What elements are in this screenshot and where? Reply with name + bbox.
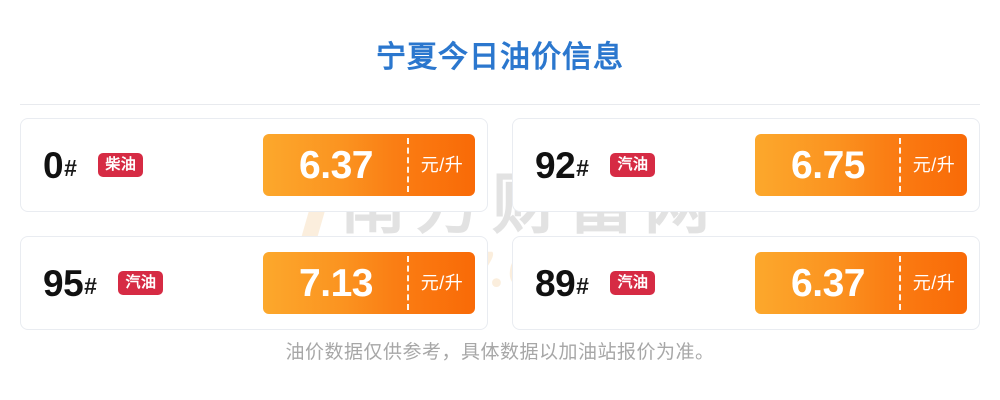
fuel-grade-number: 89 (535, 262, 576, 304)
price-card[interactable]: 0# 柴油 6.37 元/升 (20, 118, 488, 212)
price-unit: 元/升 (420, 155, 464, 175)
fuel-grade: 0# (43, 144, 77, 186)
fuel-type-badge: 汽油 (118, 271, 164, 295)
price-value: 6.37 (791, 261, 865, 305)
price-card[interactable]: 89# 汽油 6.37 元/升 (512, 236, 980, 330)
price-unit: 元/升 (912, 155, 956, 175)
price-unit: 元/升 (912, 273, 956, 293)
price-block: 6.37 元/升 (263, 134, 475, 196)
price-divider (407, 138, 409, 192)
fuel-type-badge: 柴油 (98, 153, 144, 177)
fuel-grade: 92# (535, 144, 589, 186)
fuel-grade-hash: # (84, 272, 97, 299)
price-card[interactable]: 92# 汽油 6.75 元/升 (512, 118, 980, 212)
fuel-grade-hash: # (576, 154, 589, 181)
fuel-grade: 95# (43, 262, 97, 304)
header-divider (20, 104, 980, 105)
price-value: 7.13 (299, 261, 373, 305)
fuel-grade-hash: # (576, 272, 589, 299)
fuel-grade-number: 95 (43, 262, 84, 304)
fuel-grade-number: 0 (43, 144, 64, 186)
price-card-grid: 0# 柴油 6.37 元/升 92# 汽油 6.75 元/升 95# 汽油 7.… (20, 118, 980, 330)
price-value: 6.37 (299, 143, 373, 187)
fuel-type-badge: 汽油 (610, 271, 656, 295)
price-divider (899, 256, 901, 310)
price-unit: 元/升 (420, 273, 464, 293)
price-block: 6.75 元/升 (755, 134, 967, 196)
fuel-type-badge: 汽油 (610, 153, 656, 177)
price-divider (899, 138, 901, 192)
price-card[interactable]: 95# 汽油 7.13 元/升 (20, 236, 488, 330)
page-title: 宁夏今日油价信息 (376, 41, 624, 74)
price-divider (407, 256, 409, 310)
fuel-grade-number: 92 (535, 144, 576, 186)
fuel-grade: 89# (535, 262, 589, 304)
price-value: 6.75 (791, 143, 865, 187)
fuel-grade-hash: # (64, 154, 77, 181)
price-block: 6.37 元/升 (755, 252, 967, 314)
disclaimer-note: 油价数据仅供参考，具体数据以加油站报价为准。 (285, 342, 715, 363)
price-block: 7.13 元/升 (263, 252, 475, 314)
